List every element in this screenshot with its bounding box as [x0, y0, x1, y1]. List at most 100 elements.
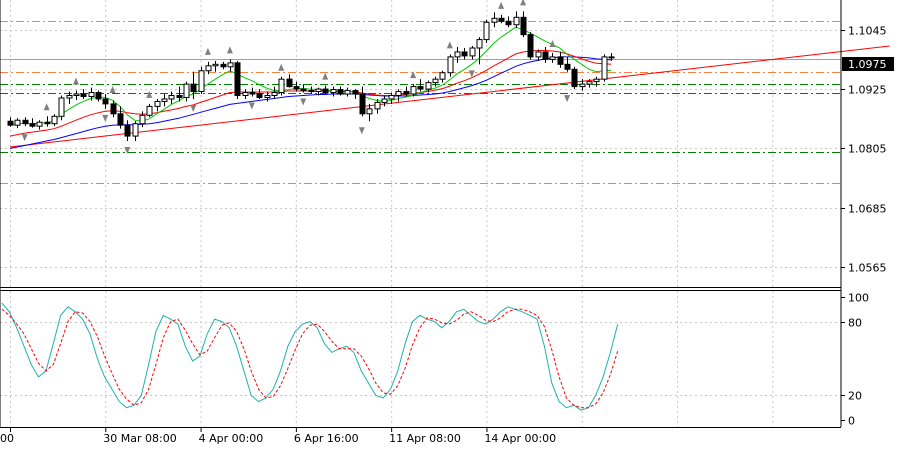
candle-bull: [447, 56, 454, 74]
candle-bear: [564, 63, 571, 70]
time-tick-label: 30 Mar 08:00: [103, 432, 176, 445]
fractal-down-marker: [190, 104, 197, 112]
candle-bull: [88, 92, 95, 97]
time-axis: 00 30 Mar 08:00 4 Apr 00:00 6 Apr 16:00 11 A…: [0, 427, 556, 445]
candle-bull: [242, 92, 249, 97]
fractal-up-marker: [549, 39, 556, 47]
candle-bull: [278, 78, 285, 94]
price-tick-label: 1.0565: [848, 262, 887, 275]
time-tick-label: 11 Apr 08:00: [389, 432, 461, 445]
stoch-tick-label: 0: [848, 415, 855, 428]
candle-bull: [271, 92, 278, 97]
candle-bear: [308, 90, 315, 93]
time-tick-label: 14 Apr 00:00: [484, 432, 556, 445]
candle-bull: [366, 108, 373, 115]
candle-bull: [593, 78, 600, 83]
current-price-box: [842, 57, 894, 71]
stochastic-axis: 100 80 20 0: [841, 292, 869, 428]
price-tick-label: 1.1045: [848, 25, 887, 38]
candle-bull: [198, 70, 205, 93]
candle-bull: [14, 119, 21, 126]
fractal-up-marker: [204, 47, 211, 55]
stochastic-lines: [1, 302, 619, 411]
candle-bear: [286, 78, 293, 88]
candle-bull: [395, 91, 402, 97]
candle-bull: [579, 83, 586, 88]
candle-bull: [36, 121, 43, 127]
fractal-down-marker: [564, 95, 571, 103]
fractal-down-marker: [124, 147, 131, 155]
candle-bear: [359, 93, 366, 115]
candle-bull: [432, 78, 439, 84]
candle-bull: [264, 95, 271, 98]
candle-bear: [417, 86, 424, 90]
fractal-up-marker: [410, 71, 417, 79]
ma-slow-line: [9, 56, 612, 149]
candle-bear: [124, 124, 131, 137]
current-price-tag: 1.0975: [842, 57, 894, 71]
candle-bull: [344, 90, 351, 95]
time-tick-label: 4 Apr 00:00: [199, 432, 264, 445]
fractal-up-marker: [146, 90, 153, 98]
price-tick-label: 1.0805: [848, 143, 887, 156]
candle-bull: [601, 56, 608, 80]
candle-bull: [168, 95, 175, 100]
candle-bear: [352, 90, 359, 95]
candle-bear: [102, 98, 109, 105]
candle-bull: [66, 95, 73, 99]
candle-bull: [608, 56, 615, 59]
fractal-up-marker: [109, 85, 116, 93]
candle-bull: [549, 56, 556, 60]
candle-bear: [256, 93, 263, 98]
candle-bear: [176, 95, 183, 98]
fractal-down-marker: [21, 134, 28, 142]
candle-bull: [439, 72, 446, 80]
stoch-tick-label: 20: [848, 390, 862, 403]
price-tick-label: 1.0925: [848, 84, 887, 97]
candle-bull: [183, 83, 190, 98]
candle-bear: [293, 86, 300, 90]
candle-bull: [161, 98, 168, 102]
panel-frames: [0, 0, 842, 428]
fractal-up-marker: [498, 1, 505, 9]
fractal-up-marker: [226, 46, 233, 54]
candle-bull: [586, 81, 593, 85]
candle-bear: [520, 16, 527, 36]
candle-bear: [80, 93, 87, 97]
candle-bear: [571, 68, 578, 88]
trendline: [9, 45, 890, 148]
candle-bear: [249, 92, 256, 95]
candle-bull: [469, 47, 476, 57]
fractal-up-marker: [446, 41, 453, 49]
candle-bear: [322, 88, 329, 94]
candle-bull: [51, 115, 58, 125]
candle-bull: [374, 101, 381, 110]
candle-bull: [154, 100, 161, 107]
candle-bear: [29, 123, 36, 127]
candle-bull: [483, 21, 490, 41]
candle-bear: [190, 83, 197, 93]
time-tick-label: 6 Apr 16:00: [294, 432, 359, 445]
candle-bear: [403, 91, 410, 95]
candle-bull: [476, 39, 483, 49]
candle-bull: [315, 88, 322, 93]
stoch-tick-label: 80: [848, 317, 862, 330]
candle-bull: [73, 93, 80, 97]
candle-bull: [212, 63, 219, 67]
stochastic-grid: [0, 291, 841, 427]
candle-bear: [300, 88, 307, 92]
fractal-down-marker: [300, 98, 307, 106]
candle-bull: [146, 105, 153, 116]
fractal-up-marker: [278, 63, 285, 71]
candle-bear: [220, 63, 227, 68]
candle-bull: [388, 95, 395, 100]
candle-bull: [381, 98, 388, 103]
fractal-down-marker: [358, 127, 365, 135]
candle-bear: [527, 34, 534, 58]
candlestick-series: [7, 11, 615, 142]
candle-bull: [139, 114, 146, 125]
candle-bear: [505, 20, 512, 26]
candle-bear: [461, 51, 468, 57]
